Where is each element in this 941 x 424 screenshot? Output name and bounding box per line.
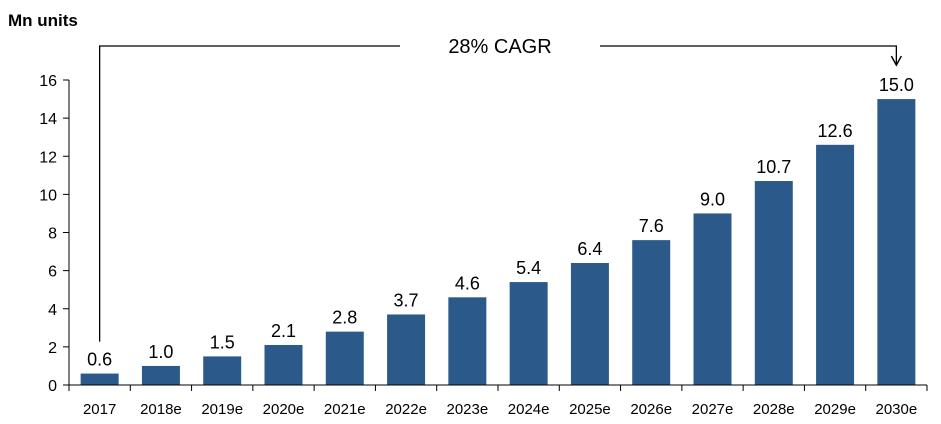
bar-value-label: 3.7: [394, 290, 419, 310]
x-axis: 2017 2018e 2019e 2020e 2021e 2022e 2023e 2024e 2…: [68, 384, 928, 418]
bar: [570, 263, 609, 385]
x-category-label: 2029e: [814, 401, 856, 418]
y-tick-label: 14: [39, 111, 57, 128]
cagr-label: 28% CAGR: [448, 36, 551, 58]
x-category-label: 2026e: [630, 401, 672, 418]
y-tick-label: 6: [48, 264, 57, 281]
x-category-label: 2028e: [753, 401, 795, 418]
x-category-label: 2024e: [508, 401, 550, 418]
y-tick-label: 10: [39, 187, 57, 204]
x-category-label: 2018e: [140, 401, 182, 418]
x-category-label: 2025e: [569, 401, 611, 418]
y-tick-label: 2: [48, 340, 57, 357]
y-tick-label: 8: [48, 226, 57, 243]
x-category-label: 2030e: [875, 401, 917, 418]
bar: [80, 373, 119, 385]
cagr-arrowhead-icon: [890, 55, 903, 67]
bar: [632, 240, 671, 385]
y-tick-label: 12: [39, 149, 57, 166]
bar-value-label: 6.4: [577, 239, 602, 259]
bar: [325, 331, 364, 385]
bar: [509, 282, 548, 385]
x-category-label: 2020e: [263, 401, 305, 418]
bar: [877, 99, 916, 385]
x-category-label: 2019e: [201, 401, 243, 418]
bar: [816, 144, 855, 385]
bars: [80, 99, 916, 385]
bar-value-label: 7.6: [639, 216, 664, 236]
x-category-label: 2017: [83, 401, 116, 418]
x-category-label: 2027e: [692, 401, 734, 418]
bar-value-label: 12.6: [818, 121, 853, 141]
bar-value-label: 15.0: [879, 75, 914, 95]
y-axis-unit-label: Mn units: [8, 11, 78, 30]
bar-value-label: 2.1: [271, 321, 296, 341]
y-tick-label: 4: [48, 302, 57, 319]
bar-value-label: 0.6: [87, 350, 112, 370]
y-tick-label: 0: [48, 378, 57, 395]
data-labels: 0.6 1.0 1.5 2.1 2.8 3.7 4.6 5.4 6.4 7.6 9.0 10.7 12.…: [87, 75, 914, 370]
cagr-annotation: 28% CAGR: [98, 36, 903, 342]
bar: [754, 181, 793, 385]
bar: [141, 365, 180, 385]
x-category-label: 2022e: [385, 401, 427, 418]
cagr-arrow-left-line: [98, 45, 400, 342]
x-category-label: 2023e: [446, 401, 488, 418]
bar-value-label: 9.0: [700, 189, 725, 209]
bar: [448, 297, 487, 385]
bar: [203, 356, 242, 385]
bar: [264, 344, 303, 385]
bar-value-label: 10.7: [756, 157, 791, 177]
y-tick-label: 16: [39, 73, 57, 90]
y-axis: 0 2 4 6 8 10 12 14 16: [39, 73, 70, 395]
bar-value-label: 4.6: [455, 273, 480, 293]
cagr-arrow-right-line: [600, 45, 898, 66]
bar-value-label: 2.8: [332, 308, 357, 328]
bar-value-label: 1.5: [210, 332, 235, 352]
bar: [693, 213, 732, 385]
bar-value-label: 5.4: [516, 258, 541, 278]
x-category-label: 2021e: [324, 401, 366, 418]
bar-value-label: 1.0: [148, 342, 173, 362]
bar: [387, 314, 426, 385]
